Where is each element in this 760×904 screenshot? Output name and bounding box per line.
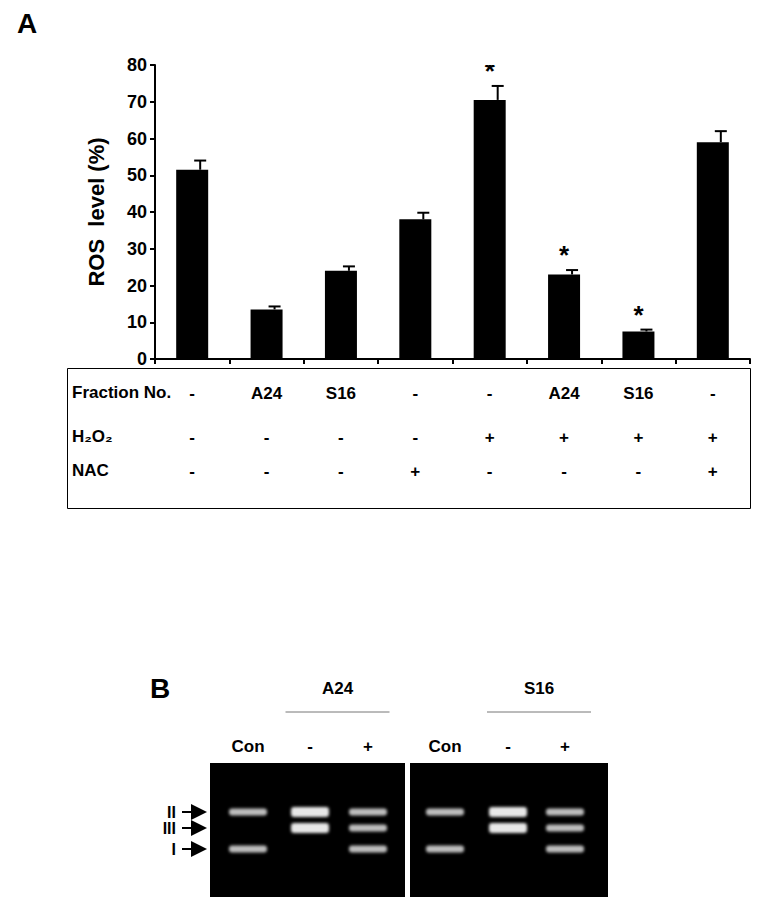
svg-text:-: - xyxy=(189,462,195,481)
svg-text:-: - xyxy=(307,737,313,756)
svg-text:-: - xyxy=(710,384,716,403)
svg-text:-: - xyxy=(412,428,418,447)
svg-text:*: * xyxy=(485,56,496,86)
svg-text:70: 70 xyxy=(127,92,147,112)
svg-text:+: + xyxy=(410,462,420,481)
svg-text:II: II xyxy=(167,804,176,821)
svg-text:30: 30 xyxy=(127,239,147,259)
svg-text:20: 20 xyxy=(127,276,147,296)
svg-text:A24: A24 xyxy=(251,384,283,403)
svg-text:Fraction No.: Fraction No. xyxy=(72,383,171,402)
svg-text:-: - xyxy=(636,462,642,481)
svg-text:S16: S16 xyxy=(623,384,653,403)
svg-text:H₂O₂: H₂O₂ xyxy=(72,427,113,446)
svg-text:-: - xyxy=(487,384,493,403)
svg-text:ROS level (%): ROS level (%) xyxy=(84,137,109,286)
svg-text:-: - xyxy=(487,462,493,481)
svg-text:60: 60 xyxy=(127,129,147,149)
svg-text:+: + xyxy=(708,428,718,447)
svg-text:+: + xyxy=(708,462,718,481)
svg-text:-: - xyxy=(264,428,270,447)
svg-text:S16: S16 xyxy=(524,679,554,698)
svg-text:80: 80 xyxy=(127,55,147,75)
svg-text:+: + xyxy=(559,428,569,447)
svg-text:A24: A24 xyxy=(548,384,580,403)
svg-text:A: A xyxy=(17,8,37,39)
svg-text:50: 50 xyxy=(127,165,147,185)
svg-text:40: 40 xyxy=(127,202,147,222)
svg-text:-: - xyxy=(338,428,344,447)
svg-text:B: B xyxy=(150,673,170,704)
svg-text:10: 10 xyxy=(127,312,147,332)
svg-text:III: III xyxy=(163,820,176,837)
svg-text:Con: Con xyxy=(428,737,461,756)
svg-text:+: + xyxy=(633,428,643,447)
svg-text:+: + xyxy=(485,428,495,447)
svg-text:+: + xyxy=(560,737,570,756)
svg-text:S16: S16 xyxy=(326,384,356,403)
svg-text:-: - xyxy=(505,737,511,756)
svg-text:Con: Con xyxy=(231,737,264,756)
svg-text:0: 0 xyxy=(137,349,147,369)
svg-text:*: * xyxy=(633,300,644,330)
svg-text:-: - xyxy=(264,462,270,481)
svg-text:*: * xyxy=(559,240,570,270)
svg-text:+: + xyxy=(363,737,373,756)
svg-text:-: - xyxy=(561,462,567,481)
svg-text:I: I xyxy=(172,841,176,858)
svg-text:-: - xyxy=(189,384,195,403)
svg-text:A24: A24 xyxy=(322,679,354,698)
svg-text:-: - xyxy=(338,462,344,481)
svg-text:NAC: NAC xyxy=(72,461,109,480)
svg-text:-: - xyxy=(189,428,195,447)
svg-text:-: - xyxy=(412,384,418,403)
